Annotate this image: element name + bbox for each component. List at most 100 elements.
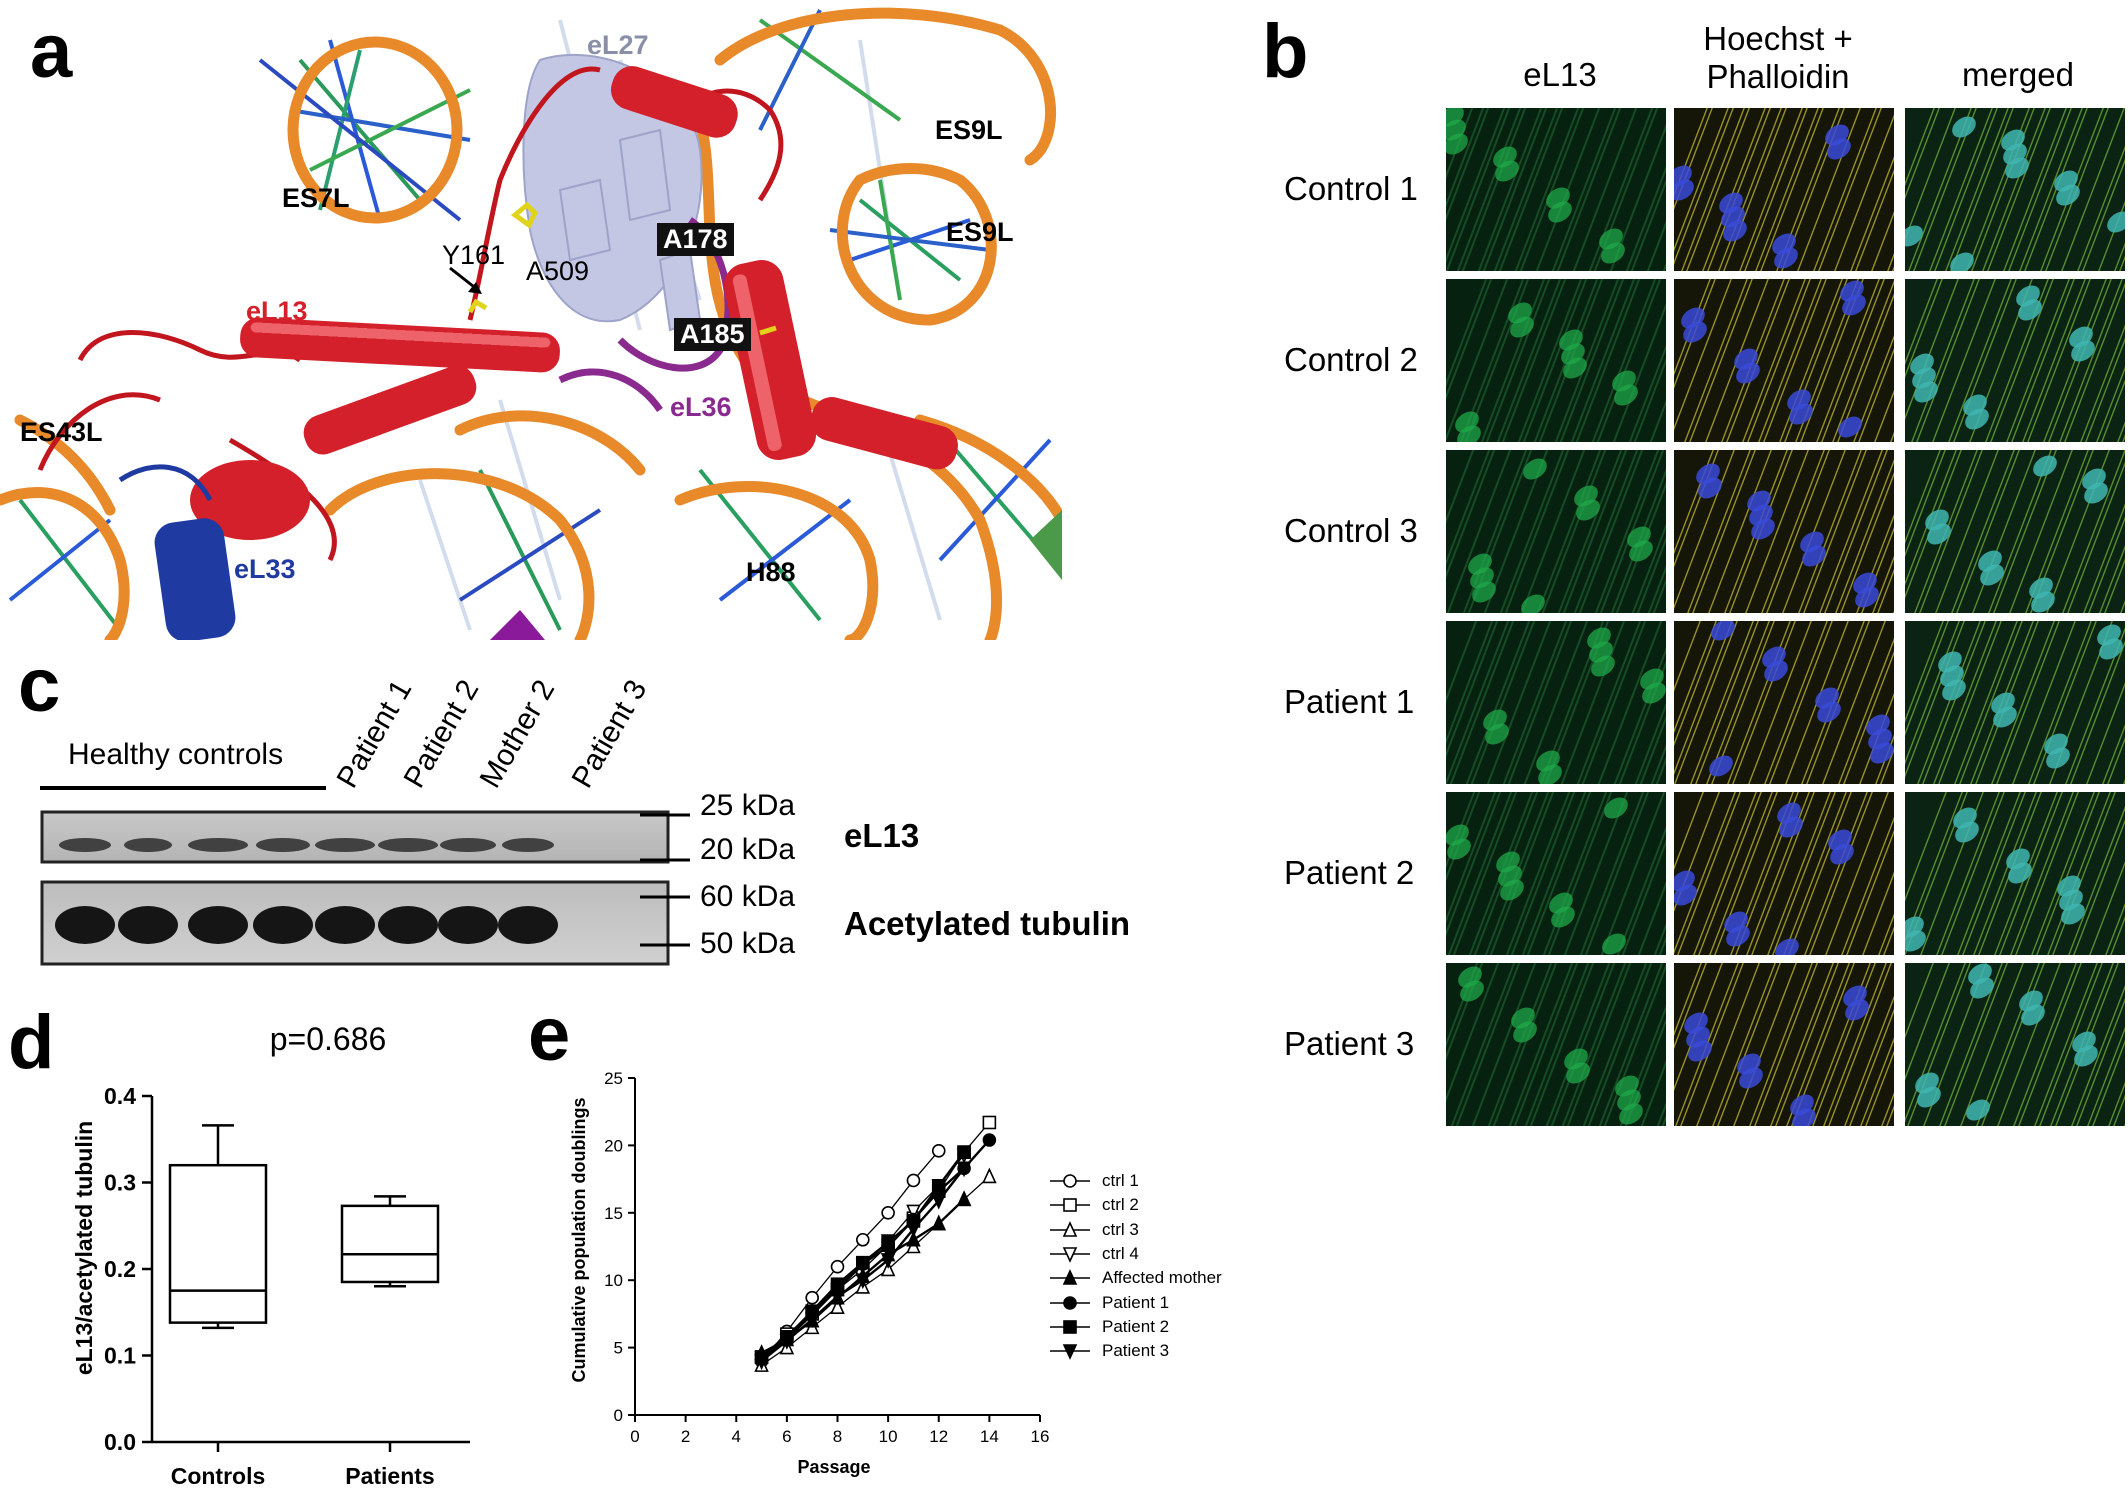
lane-label-mother-2: Mother 2 [473, 674, 562, 794]
line-y-tick-label: 25 [604, 1069, 623, 1088]
line-x-tick-label: 6 [782, 1427, 791, 1446]
data-point-patient-3 [956, 1161, 972, 1178]
box-x-tick-label: Patients [345, 1463, 434, 1489]
label-eL27: eL27 [587, 30, 649, 60]
line-x-tick-label: 4 [732, 1427, 741, 1446]
data-point-ctrl-3 [982, 1167, 997, 1184]
label-eL33: eL33 [234, 554, 296, 584]
ribosome-structure-image [0, 0, 1062, 640]
tubulin-band-lane-3 [188, 906, 248, 944]
micrograph-el13-row-2 [1446, 279, 1666, 442]
column-header-hoechst-phalloidin: Hoechst + Phalloidin [1703, 20, 1853, 95]
panel-label-d: d [8, 1000, 55, 1085]
data-point-patient-2 [931, 1179, 946, 1193]
line-x-tick-label: 12 [929, 1427, 948, 1446]
micrograph-hoechst-phalloidin-row-6 [1674, 963, 1894, 1126]
data-point-patient-3 [855, 1273, 871, 1290]
legend-marker [1063, 1174, 1077, 1188]
label-eL13: eL13 [246, 296, 308, 326]
legend-marker [1063, 1295, 1077, 1310]
el13-band-lane-8 [502, 838, 554, 852]
legend-swatch [1050, 1295, 1090, 1310]
legend-item: ctrl 1 [1048, 1170, 1248, 1192]
data-point-ctrl-4 [906, 1204, 921, 1221]
series-line-ctrl-2 [761, 1122, 990, 1358]
micrograph-merged-row-4 [1905, 621, 2125, 784]
el13-band-lane-6 [378, 838, 438, 852]
label-Y161: Y161 [442, 240, 506, 270]
line-x-tick-label: 10 [879, 1427, 898, 1446]
panel-label-c: c [18, 643, 61, 728]
micrograph-hoechst-phalloidin-row-4 [1674, 621, 1894, 784]
label-A178: A178 [657, 223, 734, 256]
data-point-ctrl-1 [856, 1232, 870, 1247]
legend-label: ctrl 1 [1102, 1171, 1139, 1190]
legend-item: Patient 1 [1048, 1292, 1248, 1314]
line-y-axis-label: Cumulative population doublings [569, 1098, 589, 1383]
line-x-tick-label: 14 [980, 1427, 999, 1446]
label-H88: H88 [746, 557, 796, 587]
box-plot-chart: p=0.686 eL13/acetylated tubulin 0.0 0.1 0.… [71, 1021, 470, 1489]
panel-label-e: e [528, 992, 571, 1077]
legend-swatch [1050, 1198, 1090, 1213]
marker-25kda: 25 kDa [700, 789, 796, 822]
data-point-ctrl-1 [931, 1143, 946, 1158]
marker-50kda: 50 kDa [700, 927, 796, 960]
line-x-tick-label: 0 [630, 1427, 639, 1446]
line-y-tick-label: 10 [604, 1271, 623, 1290]
data-point-patient-3 [931, 1193, 947, 1210]
micrograph-hoechst-phalloidin-row-1 [1674, 108, 1894, 271]
micrograph-merged-row-5 [1905, 792, 2125, 955]
panel-a: eL27 ES7L ES9L ES9L Y161 A509 A178 A185 … [0, 0, 1062, 640]
micrograph-grid [1446, 108, 2128, 1493]
healthy-controls-label: Healthy controls [68, 738, 284, 771]
legend-swatch [1050, 1174, 1090, 1188]
legend-swatch [1050, 1269, 1090, 1285]
band-label-acetylated-tubulin: Acetylated tubulin [844, 905, 1131, 942]
legend-label: Patient 3 [1102, 1341, 1170, 1361]
row-label-control-2: Control 2 [1284, 341, 1418, 378]
box-y-tick-label: 0.0 [104, 1429, 136, 1455]
label-eL36: eL36 [670, 392, 732, 422]
box-y-tick-label: 0.2 [104, 1256, 136, 1282]
series-line-patient-1 [760, 1139, 991, 1360]
box-y-tick-label: 0.3 [104, 1170, 136, 1196]
micrograph-el13-row-6 [1446, 963, 1666, 1126]
legend-marker [1063, 1198, 1077, 1213]
band-label-eL13: eL13 [844, 817, 920, 854]
box-y-tick-label: 0.1 [104, 1343, 136, 1369]
el13-band-lane-3 [188, 838, 248, 852]
data-point-affected-mother [931, 1214, 947, 1231]
data-point-ctrl-1 [830, 1259, 845, 1274]
legend-item: ctrl 2 [1048, 1194, 1248, 1216]
tubulin-band-lane-2 [118, 906, 178, 944]
data-point-patient-3 [804, 1312, 820, 1329]
growth-curve-chart: Cumulative population doublings Passage … [569, 1069, 1049, 1477]
tubulin-band-lane-6 [378, 906, 438, 944]
panel-label-a: a [30, 9, 73, 94]
micrograph-el13-row-1 [1446, 108, 1666, 271]
tubulin-band-lane-1 [55, 906, 115, 944]
box-controls [168, 1163, 268, 1324]
micrograph-merged-row-1 [1905, 108, 2125, 271]
box-y-axis-label: eL13/acetylated tubulin [71, 1121, 97, 1375]
data-point-patient-3 [779, 1334, 795, 1350]
series-line-ctrl-1 [761, 1150, 940, 1362]
healthy-controls-underline [40, 786, 326, 790]
data-point-patient-2 [881, 1235, 895, 1250]
box-y-tick-label: 0.4 [104, 1083, 136, 1109]
label-A509: A509 [526, 256, 590, 286]
legend-item: ctrl 4 [1048, 1243, 1248, 1265]
tubulin-band-lane-4 [253, 906, 313, 944]
legend-item: Affected mother [1048, 1267, 1248, 1289]
row-label-patient-2: Patient 2 [1284, 854, 1415, 891]
el13-band-lane-7 [440, 838, 496, 852]
data-point-patient-3 [906, 1222, 921, 1238]
micrograph-hoechst-phalloidin-row-5 [1674, 792, 1894, 955]
line-y-tick-label: 20 [604, 1136, 623, 1155]
micrograph-el13-row-5 [1446, 792, 1666, 955]
legend-swatch [1050, 1220, 1090, 1237]
data-point-ctrl-1 [805, 1290, 819, 1305]
scale-bar [1970, 1469, 2117, 1475]
legend-label: Affected mother [1102, 1268, 1222, 1288]
